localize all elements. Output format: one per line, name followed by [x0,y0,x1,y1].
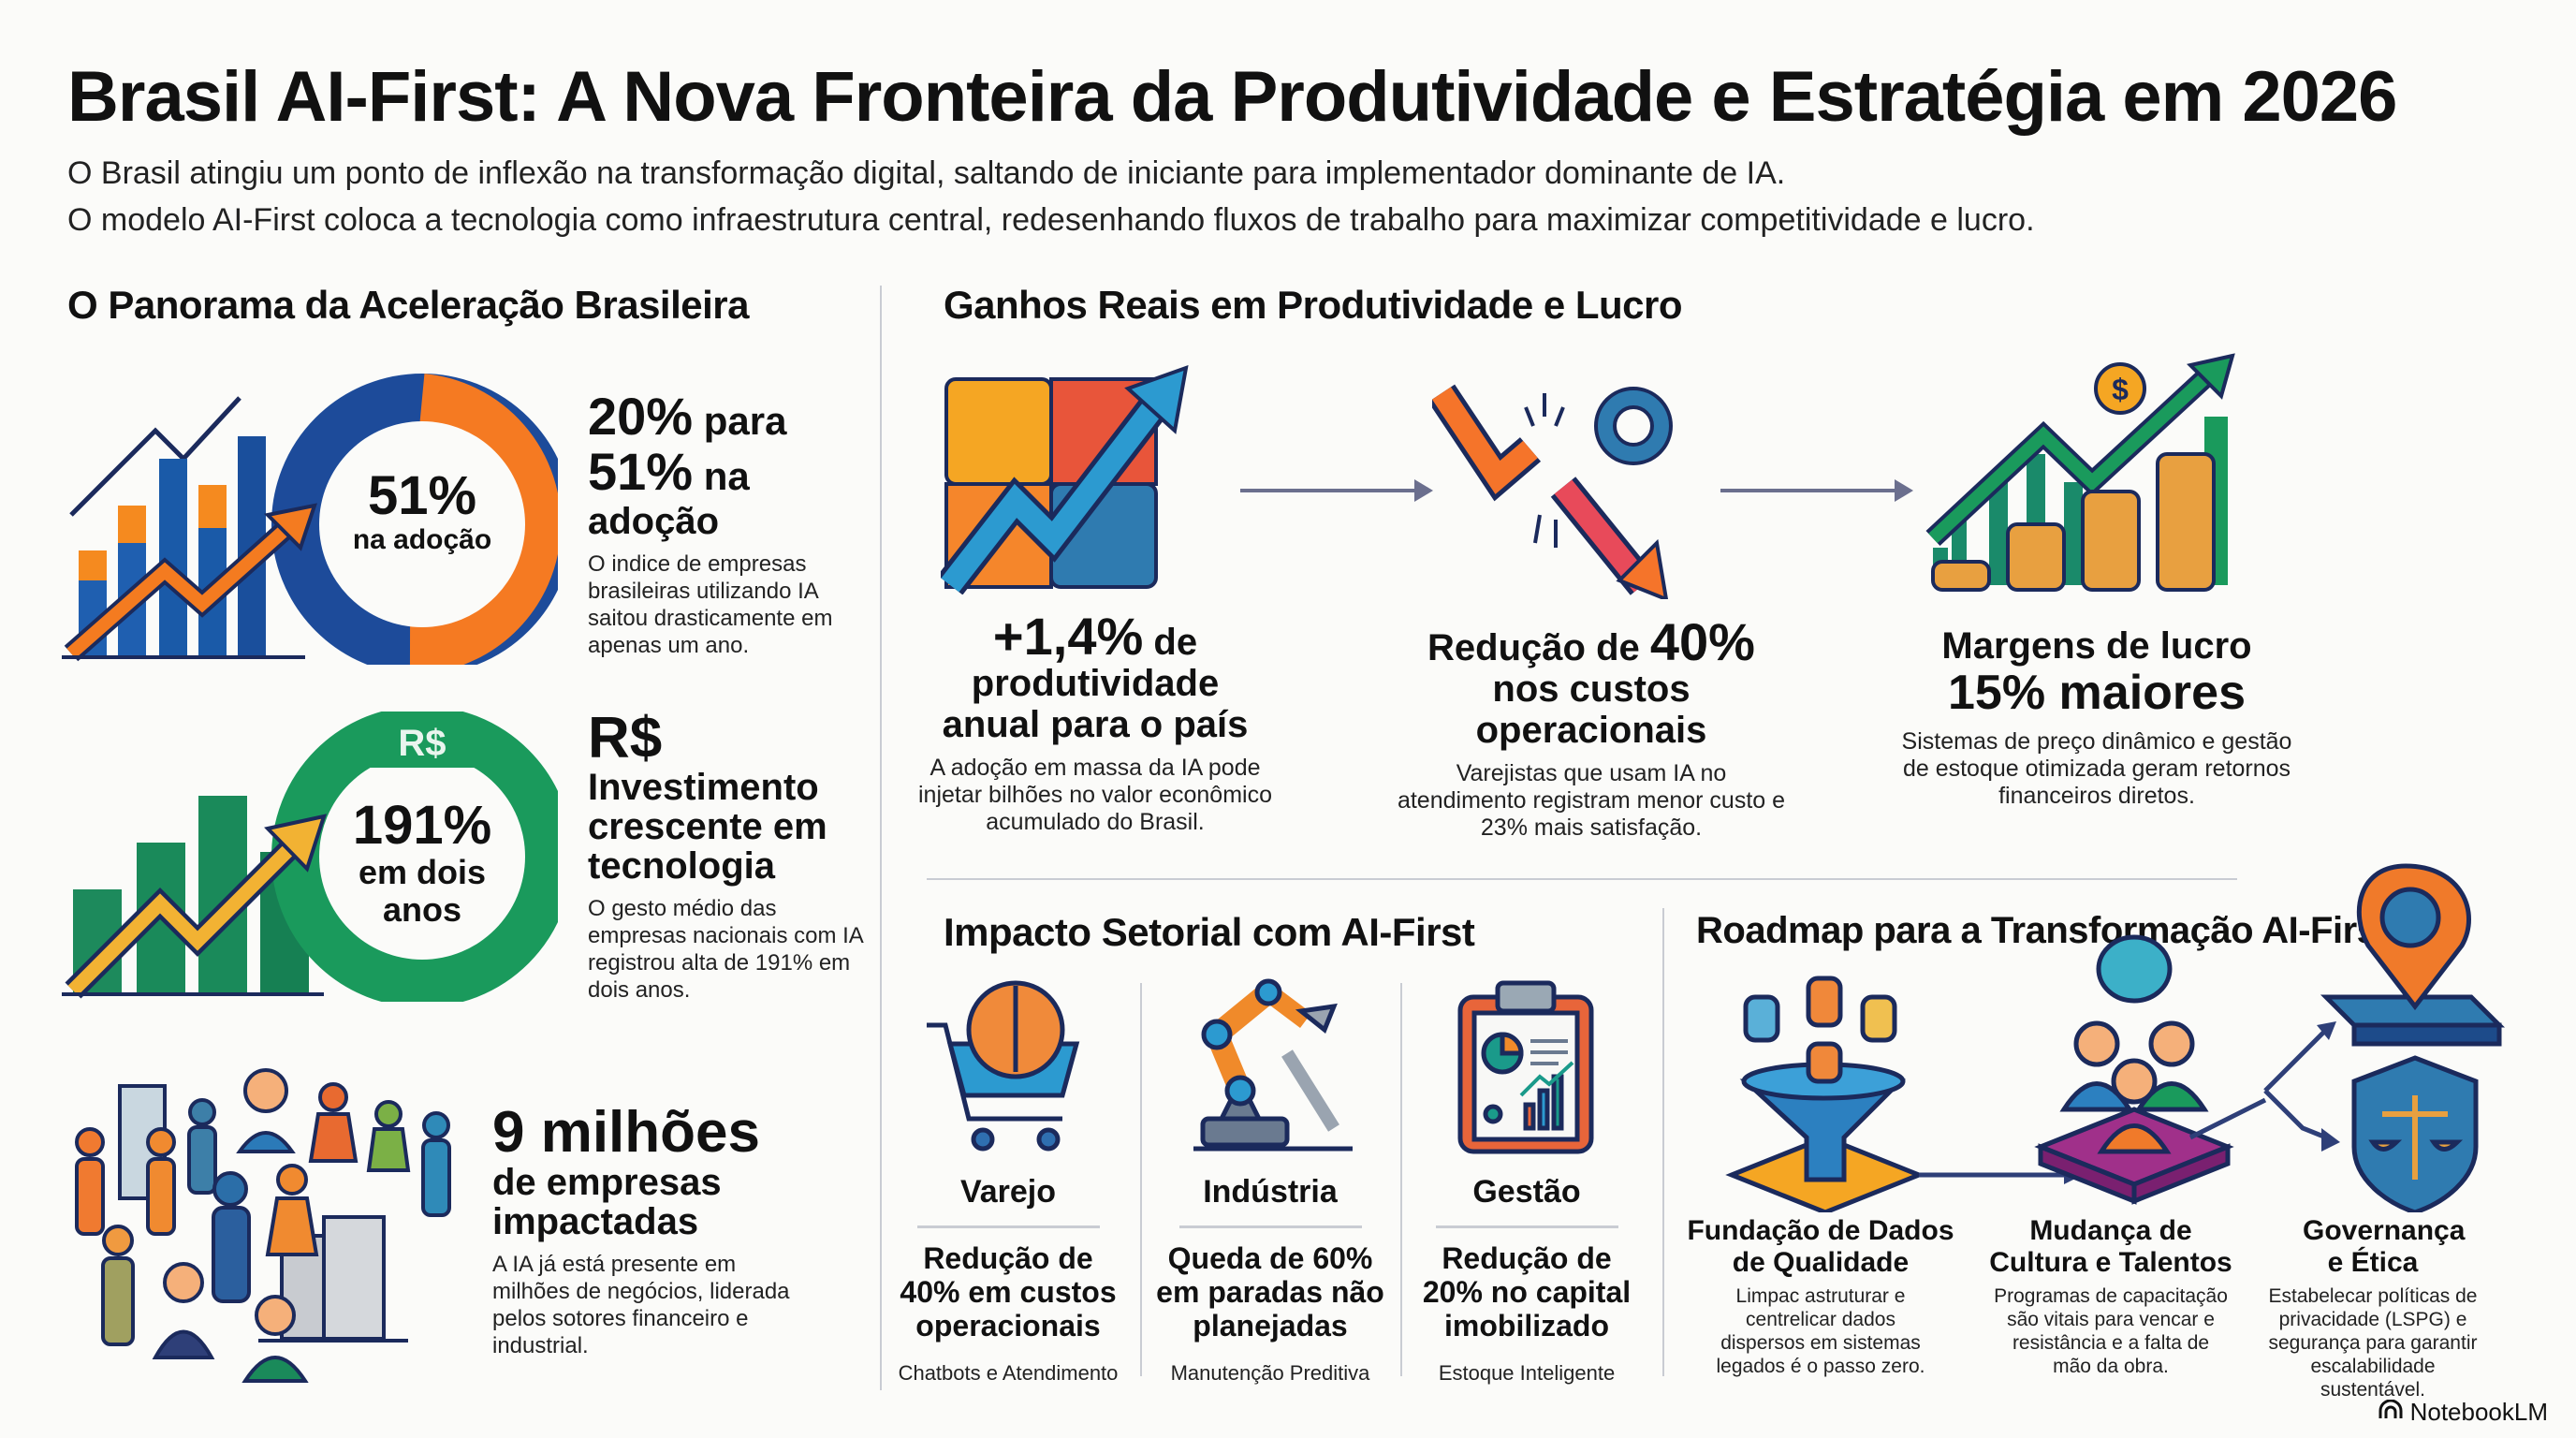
stat-adoption-connector-2: na [693,454,750,498]
adoption-badge: 51% na adoção [319,468,525,556]
gain-productivity-label-2: anual para o país [942,704,1249,745]
sector-industria-stat: Queda de 60% em paradas não planejadas [1156,1241,1384,1343]
stat-adoption-to: 51% [588,442,694,501]
gain-productivity-description: A adoção em massa da IA pode injetar bil… [918,755,1272,835]
sectors-heading: Impacto Setorial com AI-First [944,910,1475,954]
brain-cart-icon [922,978,1090,1156]
stat-adoption: 20% para 51% na adoção O indice de empre… [588,390,869,659]
stat-investment-currency: R$ [588,706,663,770]
gain-costs-label-2: operacionais [1475,710,1707,751]
stat-adoption-description: O indice de empresas brasileiras utiliza… [588,551,833,658]
gain-productivity-value: +1,4% [992,607,1144,666]
sector-varejo-name: Varejo [959,1174,1057,1210]
stat-companies-description: A IA já está presente em milhões de negó… [492,1252,790,1358]
investment-badge-label-1: em dois [358,853,487,891]
brand-watermark: NotebookLM [2378,1398,2548,1427]
page-title: Brasil AI-First: A Nova Fronteira da Pro… [67,57,2397,137]
sector-gestao-name: Gestão [1472,1174,1581,1210]
gain-productivity-label-1: produtividade [971,663,1220,704]
bar-chart-donut-icon: 51% na adoção [62,365,573,675]
flow-arrow-1 [1240,479,1433,502]
sector-varejo-stat: Redução de 40% em custos operacionais [900,1241,1117,1343]
stat-investment-description: O gesto médio das empresas nacionais com… [588,896,863,1003]
investment-badge-currency: R$ [398,723,446,764]
investment-growth-icon: R$ 191% em dois anos [62,706,573,1007]
sector-industria-tag: Manutenção Preditiva [1170,1361,1370,1385]
stat-companies: 9 milhões de empresas impactadas A IA já… [492,1103,848,1359]
gain-costs-prefix: Redução de [1427,627,1650,668]
roadmap-step-culture-description: Programas de capacitação são vitais para… [1994,1285,2228,1377]
roadmap-step-data-description: Limpac astruturar e centrelicar dados di… [1716,1285,1925,1377]
flow-arrow-2 [1720,479,1913,502]
roadmap-step-data: Fundação de Dados de Qualidade Limpac as… [1685,1215,1956,1378]
gain-margins-label: Margens de lucro [1941,625,2252,667]
roadmap-step-governance-description: Estabelecar políticas de privacidade (LS… [2268,1285,2478,1401]
investment-badge-label-2: anos [382,890,462,929]
roadmap-step-governance: Governança e Ética Estabelecar políticas… [2256,1215,2490,1401]
gain-costs-value: 40% [1649,612,1755,671]
gains-heading: Ganhos Reais em Produtividade e Lucro [944,283,1683,327]
roadmap-step-governance-title: Governança e Ética [2303,1215,2466,1278]
team-brain-icon [2034,934,2234,1205]
row-divider [927,878,2237,880]
roadmap-step-data-title: Fundação de Dados de Qualidade [1687,1215,1954,1278]
roadmap-heading: Roadmap para a Transformação AI-First [1696,910,2390,951]
roadmap-step-culture: Mudança de Cultura e Talentos Programas … [1980,1215,2242,1378]
gain-margins-description: Sistemas de preço dinâmico e gestão de e… [1901,728,2292,809]
stat-investment-title: Investimento crescente em tecnologia [588,767,827,887]
sector-gestao-rule [1435,1225,1618,1228]
sector-divider-2 [1400,983,1402,1376]
sector-industria-rule [1178,1225,1362,1228]
roadmap-step-culture-title: Mudança de Cultura e Talentos [1989,1215,2232,1278]
stat-companies-title: de empresas impactadas [492,1162,722,1242]
sector-gestao-tag: Estoque Inteligente [1438,1361,1616,1385]
gain-margins-value: 15% maiores [1948,666,2246,720]
stat-adoption-from: 20% [588,387,694,446]
stat-adoption-label: adoção [588,501,720,542]
gain-margins: Margens de lucro 15% maiores Sistemas de… [1900,625,2293,810]
people-buildings-icon [62,1049,464,1386]
coins-growth-chart-icon: $ [1924,351,2242,594]
sector-roadmap-divider [1662,908,1664,1376]
sector-gestao: Gestão Redução de 20% no capital imobili… [1410,1174,1644,1386]
gain-productivity-connector: de [1143,622,1198,663]
broken-arrow-gear-icon [1427,374,1713,603]
adoption-badge-label: na adoção [352,524,492,555]
page-subtitle: O Brasil atingiu um ponto de inflexão na… [67,150,2035,243]
sector-varejo-rule [916,1225,1100,1228]
subtitle-line-1: O Brasil atingiu um ponto de inflexão na… [67,155,1786,191]
adoption-badge-value: 51% [367,465,477,526]
gain-costs-description: Varejistas que usam IA no atendimento re… [1397,760,1786,841]
column-divider [880,286,882,1390]
investment-badge: 191% em dois anos [319,798,525,929]
notebooklm-logo-icon [2378,1398,2403,1427]
subtitle-line-2: O modelo AI-First coloca a tecnologia co… [67,202,2035,238]
svg-text:$: $ [2112,373,2129,406]
gain-costs: Redução de 40% nos custos operacionais V… [1395,616,1788,842]
stat-companies-count: 9 milhões [492,1100,760,1165]
sector-divider-1 [1140,983,1142,1376]
investment-badge-value: 191% [352,795,492,856]
panorama-heading: O Panorama da Aceleração Brasileira [67,283,750,327]
sector-gestao-stat: Redução de 20% no capital imobilizado [1422,1241,1632,1343]
map-pin-globe-icon [2320,863,2506,1047]
roadmap-diagram [1704,857,2576,1215]
brand-name: NotebookLM [2409,1398,2548,1426]
sector-industria-name: Indústria [1203,1174,1338,1210]
sector-varejo: Varejo Redução de 40% em custos operacio… [891,1174,1125,1386]
sector-industria: Indústria Queda de 60% em paradas não pl… [1153,1174,1387,1386]
robot-arm-wrench-icon [1184,978,1362,1156]
stat-investment: R$ Investimento crescente em tecnologia … [588,710,869,1004]
clipboard-chart-icon [1451,974,1601,1161]
gain-costs-label-1: nos custos [1492,668,1690,710]
puzzle-growth-arrow-icon [937,360,1240,595]
stat-adoption-connector: para [693,399,787,443]
sector-varejo-tag: Chatbots e Atendimento [898,1361,1119,1385]
gain-productivity: +1,4% de produtividade anual para o país… [908,610,1282,836]
scales-shield-icon [2351,1055,2479,1215]
data-funnel-icon [1725,976,1925,1215]
